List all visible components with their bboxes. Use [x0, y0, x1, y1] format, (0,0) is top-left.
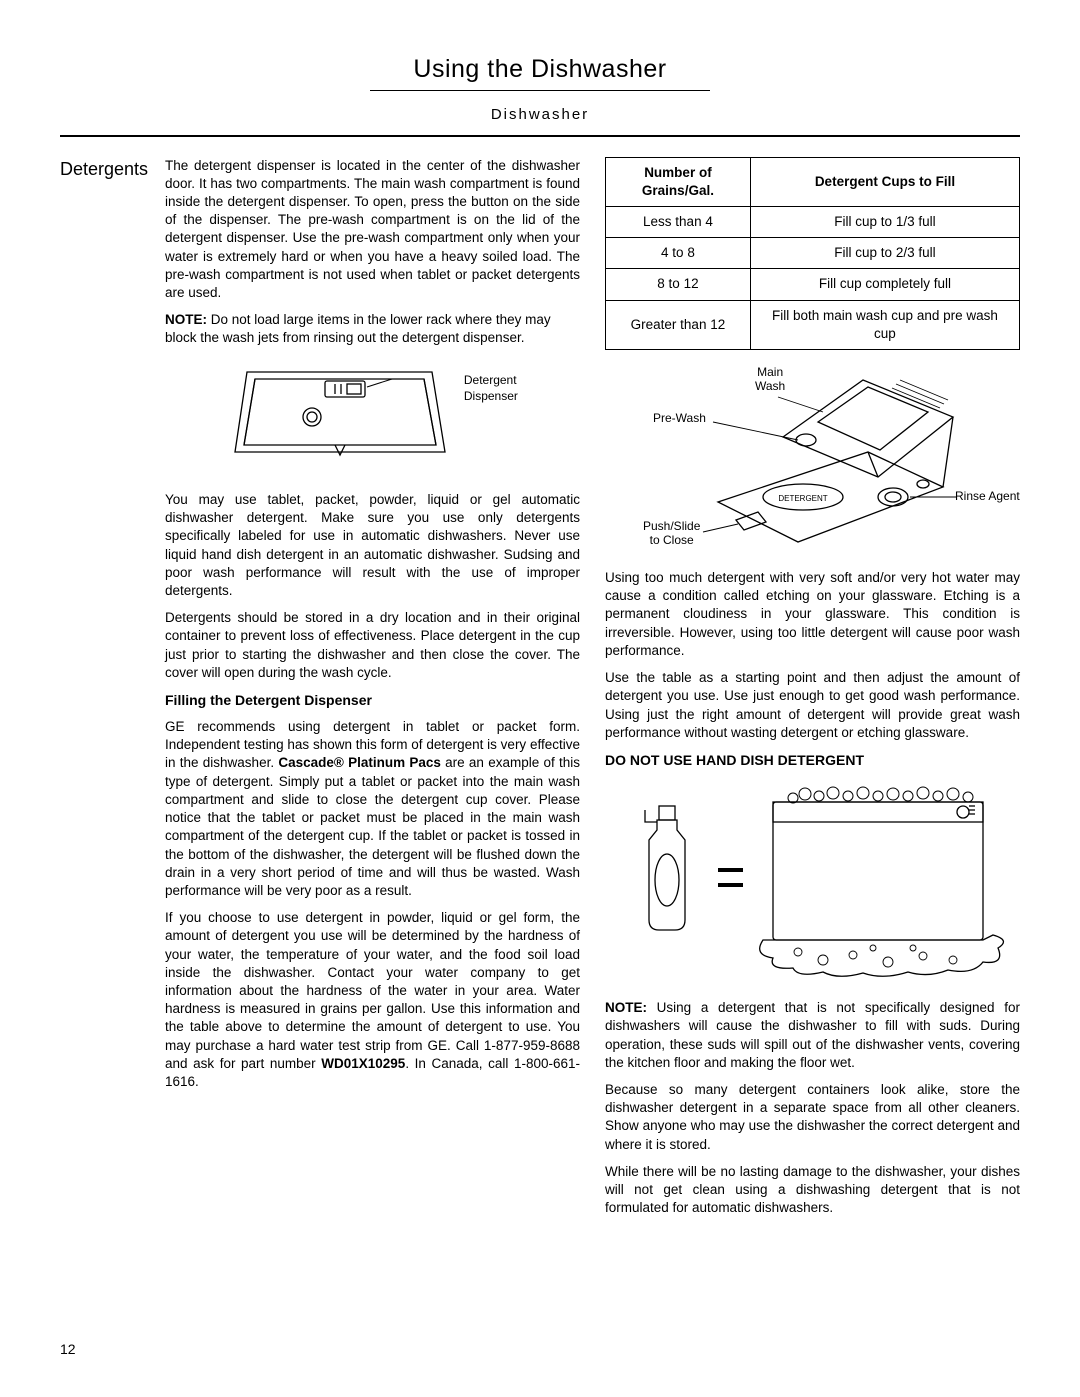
door-svg	[227, 357, 452, 472]
table-header-row: Number of Grains/Gal. Detergent Cups to …	[606, 157, 1020, 206]
detergent-types-paragraph: You may use tablet, packet, powder, liqu…	[165, 491, 580, 600]
tablet-recommendation-paragraph: GE recommends using detergent in tablet …	[165, 718, 580, 900]
push-slide-label: Push/Slide to Close	[643, 520, 700, 548]
content-area: Detergents The detergent dispenser is lo…	[60, 157, 1020, 1227]
main-wash-label: Main Wash	[755, 366, 785, 394]
part-number: WD01X10295	[321, 1056, 405, 1071]
suds-illustration	[605, 780, 1020, 985]
door-dispenser-label: Detergent Dispenser	[464, 372, 518, 404]
header-rule	[370, 90, 710, 91]
water-hardness-paragraph: If you choose to use detergent in powder…	[165, 909, 580, 1091]
detergent-location-paragraph: The detergent dispenser is located in th…	[165, 157, 580, 303]
grains-header: Number of Grains/Gal.	[606, 157, 751, 206]
page-title: Using the Dishwasher	[60, 55, 1020, 84]
note-text: Do not load large items in the lower rac…	[165, 312, 551, 345]
detergent-amount-table: Number of Grains/Gal. Detergent Cups to …	[605, 157, 1020, 351]
cups-header: Detergent Cups to Fill	[750, 157, 1019, 206]
note-label: NOTE:	[165, 312, 207, 327]
suds-note: NOTE: Using a detergent that is not spec…	[605, 999, 1020, 1072]
storage-paragraph: Because so many detergent containers loo…	[605, 1081, 1020, 1154]
table-row: Less than 4 Fill cup to 1/3 full	[606, 206, 1020, 237]
note-lower-rack: NOTE: Do not load large items in the low…	[165, 311, 580, 347]
adjust-amount-paragraph: Use the table as a starting point and th…	[605, 669, 1020, 742]
page-header: Using the Dishwasher Dishwasher	[60, 55, 1020, 123]
etching-paragraph: Using too much detergent with very soft …	[605, 569, 1020, 660]
rinse-agent-label: Rinse Agent	[955, 490, 1020, 504]
page-subtitle: Dishwasher	[60, 106, 1020, 123]
table-row: Greater than 12 Fill both main wash cup …	[606, 300, 1020, 349]
table-row: 4 to 8 Fill cup to 2/3 full	[606, 238, 1020, 269]
detergent-storage-paragraph: Detergents should be stored in a dry loc…	[165, 609, 580, 682]
page-number: 12	[60, 1341, 76, 1357]
svg-text:DETERGENT: DETERGENT	[778, 494, 827, 503]
prewash-label: Pre-Wash	[653, 412, 706, 426]
no-damage-paragraph: While there will be no lasting damage to…	[605, 1163, 1020, 1218]
two-column-body: The detergent dispenser is located in th…	[165, 157, 1020, 1227]
door-illustration: Detergent Dispenser	[165, 357, 580, 477]
table-row: 8 to 12 Fill cup completely full	[606, 269, 1020, 300]
filling-dispenser-heading: Filling the Detergent Dispenser	[165, 691, 580, 710]
full-width-rule	[60, 135, 1020, 137]
cascade-brand: Cascade® Platinum Pacs	[278, 755, 441, 770]
hand-detergent-warning: DO NOT USE HAND DISH DETERGENT	[605, 751, 1020, 770]
suds-svg	[613, 780, 1013, 980]
section-label: Detergents	[60, 157, 165, 1227]
dispenser-illustration: DETERGENT Main Wash Pre-Wash Rinse Agent…	[605, 362, 1020, 557]
